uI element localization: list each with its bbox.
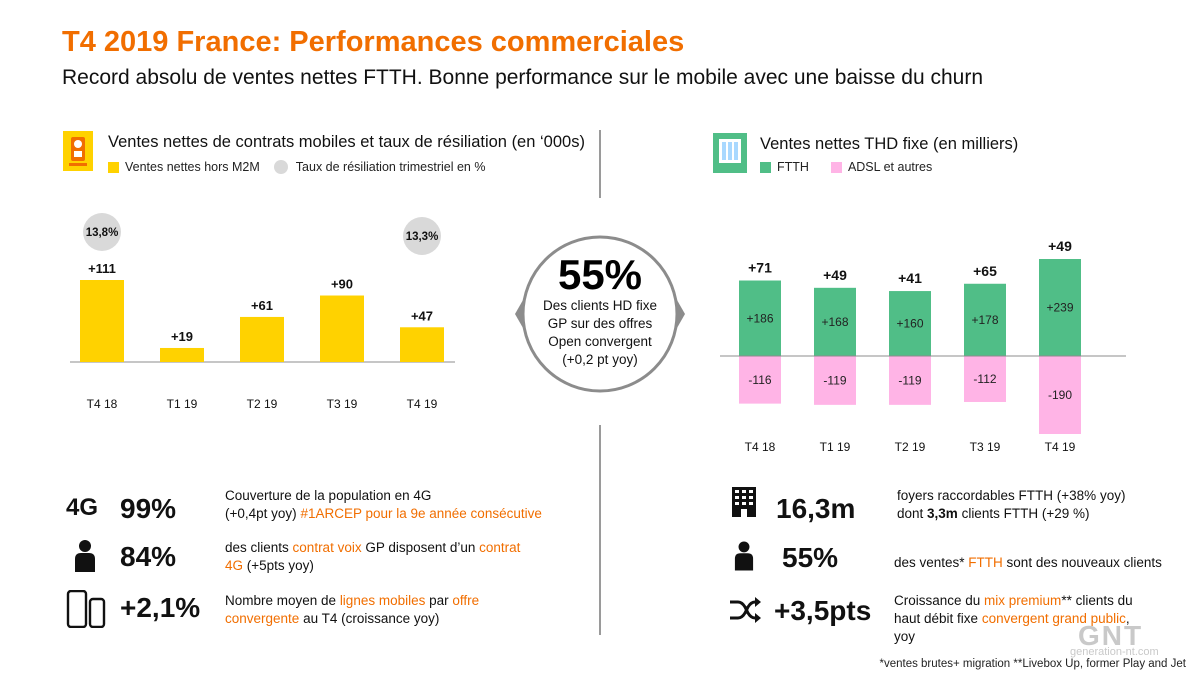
callout-ring bbox=[515, 235, 685, 393]
legend-swatch-adsl bbox=[830, 161, 842, 173]
bar-label-adsl-3: -112 bbox=[973, 372, 996, 386]
footnote: *ventes brutes+ migration **Livebox Up, … bbox=[879, 658, 1186, 670]
callout-value: 55% bbox=[557, 251, 643, 298]
bar-adsl-0 bbox=[739, 356, 781, 404]
legend-swatch-churn bbox=[273, 160, 288, 174]
legend-label-adsl: ADSL et autres bbox=[847, 160, 933, 174]
bar-adsl-4 bbox=[1039, 356, 1081, 434]
fiber-icon bbox=[713, 133, 747, 173]
bar-label-3: +90 bbox=[331, 277, 353, 292]
x-tick-label-0: T4 18 bbox=[745, 440, 776, 454]
right-legend: FTTH ADSL et autres bbox=[760, 160, 932, 174]
stat-premium-mix-value: +3,5pts bbox=[774, 595, 872, 626]
stat-4g-contracts-value: 84% bbox=[120, 541, 177, 572]
x-tick-label-2: T2 19 bbox=[247, 397, 278, 411]
legend-swatch-ftth bbox=[760, 161, 771, 173]
bar-label-ftth-4: +239 bbox=[1046, 301, 1073, 315]
x-tick-label-3: T3 19 bbox=[327, 397, 358, 411]
callout-line-2: GP sur des offres bbox=[547, 316, 653, 331]
divider-top bbox=[599, 130, 601, 198]
legend-label-sales: Ventes nettes hors M2M bbox=[125, 160, 260, 174]
x-tick-label-0: T4 18 bbox=[87, 397, 118, 411]
bar-mobile-sales-4 bbox=[400, 327, 444, 362]
person-icon bbox=[75, 540, 95, 572]
divider-bottom bbox=[599, 425, 601, 635]
stat-ftth-homes-text: foyers raccordables FTTH (+38% yoy) dont… bbox=[897, 488, 1126, 521]
mobile-sales-icon bbox=[63, 131, 93, 171]
bar-label-2: +61 bbox=[251, 298, 273, 313]
bar-label-adsl-1: -119 bbox=[823, 373, 846, 387]
x-tick-label-3: T3 19 bbox=[970, 440, 1001, 454]
bar-adsl-2 bbox=[889, 356, 931, 405]
churn-dot-0 bbox=[83, 213, 121, 251]
bar-ftth-1 bbox=[814, 287, 856, 356]
x-tick-label-4: T4 19 bbox=[1045, 440, 1076, 454]
mobile-sales-chart: +111 T4 18 13,8% +19 T1 19 +61 T2 19 +90 T3 19 +4… bbox=[70, 213, 455, 411]
bar-label-ftth-3: +178 bbox=[971, 313, 998, 327]
bar-adsl-1 bbox=[814, 356, 856, 405]
stat-mobile-lines-text: Nombre moyen de lignes mobiles par offre… bbox=[225, 593, 480, 626]
bar-label-ftth-1: +168 bbox=[821, 315, 848, 329]
stat-ftth-homes-value: 16,3m bbox=[776, 493, 856, 524]
person-icon bbox=[734, 541, 754, 571]
total-label-1: +49 bbox=[823, 267, 847, 283]
bar-label-ftth-0: +186 bbox=[746, 311, 773, 325]
x-tick-label-1: T1 19 bbox=[820, 440, 851, 454]
x-tick-label-4: T4 19 bbox=[407, 397, 438, 411]
churn-label-4: 13,3% bbox=[406, 231, 439, 243]
watermark-logo: GNT bbox=[1078, 620, 1144, 651]
callout-line-3: Open convergent bbox=[548, 334, 652, 349]
bar-adsl-3 bbox=[964, 356, 1006, 402]
stat-mobile-lines-value: +2,1% bbox=[120, 592, 201, 623]
bar-label-1: +19 bbox=[171, 329, 193, 344]
bar-label-ftth-2: +160 bbox=[896, 317, 923, 331]
total-label-2: +41 bbox=[898, 270, 922, 286]
phones-icon bbox=[66, 590, 106, 628]
callout-line-4: (+0,2 pt yoy) bbox=[562, 352, 638, 367]
stat-4g-contracts-text: des clients contrat voix GP disposent d’… bbox=[225, 540, 521, 573]
total-label-0: +71 bbox=[748, 260, 772, 276]
building-icon bbox=[732, 487, 756, 517]
bar-mobile-sales-1 bbox=[160, 347, 204, 362]
bar-label-adsl-4: -190 bbox=[1048, 388, 1072, 402]
convergent-share-callout: 55% Des clients HD fixe GP sur des offre… bbox=[514, 228, 686, 400]
stat-4g-coverage-text: Couverture de la population en 4G (+0,4p… bbox=[225, 488, 542, 521]
stat-ftth-new-clients-text: des ventes* FTTH sont des nouveaux clien… bbox=[894, 555, 1162, 570]
bar-label-adsl-0: -116 bbox=[748, 373, 771, 387]
churn-label-0: 13,8% bbox=[86, 227, 119, 239]
4g-icon: 4G bbox=[66, 494, 99, 521]
legend-swatch-sales bbox=[108, 161, 119, 173]
shuffle-icon bbox=[730, 597, 761, 623]
right-chart-title: Ventes nettes THD fixe (en milliers) bbox=[760, 135, 1019, 153]
churn-dot-4 bbox=[403, 217, 441, 255]
left-legend: Ventes nettes hors M2M Taux de résiliati… bbox=[108, 160, 485, 174]
bar-ftth-4 bbox=[1039, 259, 1081, 356]
bar-mobile-sales-3 bbox=[320, 295, 364, 362]
bar-mobile-sales-2 bbox=[240, 316, 284, 362]
bar-label-4: +47 bbox=[411, 308, 433, 323]
x-tick-label-1: T1 19 bbox=[167, 397, 198, 411]
bar-ftth-2 bbox=[889, 291, 931, 356]
legend-label-churn: Taux de résiliation trimestriel en % bbox=[295, 160, 486, 174]
total-label-3: +65 bbox=[973, 263, 997, 279]
bar-mobile-sales-0 bbox=[80, 280, 124, 362]
bar-label-0: +111 bbox=[88, 261, 116, 276]
total-label-4: +49 bbox=[1048, 238, 1072, 254]
callout-line-1: Des clients HD fixe bbox=[542, 298, 658, 313]
ftth-sales-chart: +186 -116 +71 T4 18 +168 -119 +49 T1 19 +160 -119… bbox=[720, 238, 1126, 454]
left-chart-title: Ventes nettes de contrats mobiles et tau… bbox=[108, 133, 585, 151]
stat-ftth-new-clients-value: 55% bbox=[782, 542, 839, 573]
bar-label-adsl-2: -119 bbox=[898, 373, 921, 387]
legend-label-ftth: FTTH bbox=[777, 160, 809, 174]
watermark-site: generation-nt.com bbox=[1070, 646, 1159, 658]
bar-ftth-0 bbox=[739, 280, 781, 356]
x-tick-label-2: T2 19 bbox=[895, 440, 926, 454]
page-subtitle: Record absolu de ventes nettes FTTH. Bon… bbox=[62, 66, 983, 89]
stat-premium-mix-text: Croissance du mix premium** clients du h… bbox=[894, 593, 1133, 644]
bar-ftth-3 bbox=[964, 283, 1006, 356]
stat-4g-coverage-value: 99% bbox=[120, 493, 177, 524]
page-title: T4 2019 France: Performances commerciale… bbox=[62, 26, 685, 58]
